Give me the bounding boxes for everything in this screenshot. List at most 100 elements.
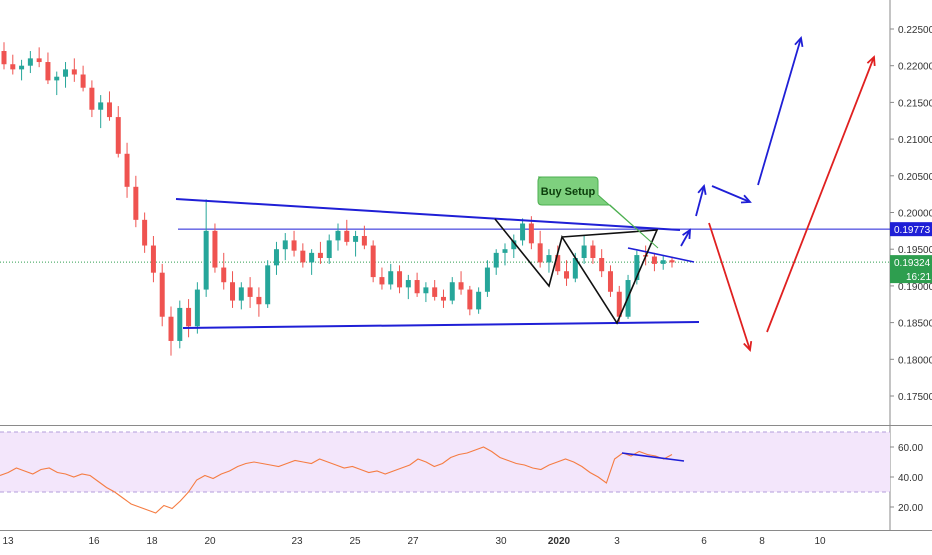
candle-down <box>669 260 675 263</box>
rsi-divergence-line <box>621 452 685 462</box>
candle-up <box>309 252 315 263</box>
candle-up <box>335 230 341 241</box>
price-tick-label: 0.17500 <box>898 392 932 403</box>
candle-down <box>397 271 403 288</box>
candle-up <box>63 69 69 77</box>
bullish-path-4 <box>757 37 802 186</box>
candle-up <box>405 280 411 288</box>
price-tick-label: 0.21000 <box>898 135 932 146</box>
candle-down <box>124 153 130 187</box>
candle-down <box>115 117 121 154</box>
candle-down <box>528 223 534 244</box>
candle-down <box>344 230 350 242</box>
candle-up <box>502 249 508 253</box>
candle-up <box>54 76 60 81</box>
candle-down <box>256 296 262 305</box>
minor-trendline <box>627 247 695 263</box>
candle-up <box>493 252 499 268</box>
candle-down <box>291 240 297 251</box>
time-tick-label: 6 <box>701 536 707 547</box>
candle-down <box>36 58 42 63</box>
candle-up <box>19 65 25 70</box>
candle-down <box>432 287 438 297</box>
price-tick-label: 0.18500 <box>898 319 932 330</box>
price-tick-label: 0.20000 <box>898 209 932 220</box>
candle-up <box>511 240 517 250</box>
rsi-tick-label: 40.00 <box>898 473 923 484</box>
buy-setup-callout <box>537 176 659 249</box>
triangle-lower-trendline <box>182 321 700 329</box>
price-tick-label: 0.22500 <box>898 25 932 36</box>
candle-up <box>282 240 288 250</box>
time-tick-label: 30 <box>495 536 507 547</box>
candle-down <box>89 87 95 110</box>
resistance-price-label: 0.19773 <box>894 225 931 236</box>
candle-up <box>520 223 526 241</box>
candle-up <box>660 260 666 264</box>
price-tick-label: 0.21500 <box>898 98 932 109</box>
candle-down <box>317 252 323 259</box>
candle-up <box>388 271 394 285</box>
bearish-path-1 <box>708 222 751 351</box>
candle-up <box>484 267 490 292</box>
time-tick-label: 20 <box>204 536 216 547</box>
candle-down <box>300 250 306 263</box>
time-tick-label: 10 <box>814 536 826 547</box>
bullish-arrowhead-2 <box>697 184 707 196</box>
bullish-path-3 <box>711 185 751 203</box>
price-tick-label: 0.20500 <box>898 172 932 183</box>
candle-up <box>581 245 587 259</box>
candle-up <box>476 291 482 310</box>
rsi-tick-label: 20.00 <box>898 503 923 514</box>
candle-down <box>651 256 657 264</box>
candle-up <box>449 282 455 301</box>
candle-down <box>142 219 148 246</box>
candle-up <box>546 255 552 263</box>
candle-down <box>458 282 464 290</box>
bullish-path-2 <box>695 185 705 217</box>
candle-up <box>273 249 279 266</box>
candle-down <box>555 255 561 272</box>
last-price-label: 0.19324 <box>894 258 931 269</box>
candle-up <box>634 255 640 281</box>
candle-down <box>607 271 613 292</box>
rsi-tick-label: 60.00 <box>898 443 923 454</box>
time-tick-label: 27 <box>407 536 419 547</box>
candle-down <box>1 51 7 65</box>
candle-down <box>467 289 473 310</box>
candle-down <box>168 316 174 341</box>
buy-setup-label: Buy Setup <box>541 186 596 198</box>
time-tick-label: 13 <box>2 536 14 547</box>
rebound-path <box>766 56 875 333</box>
candle-down <box>133 186 139 220</box>
candle-up <box>177 307 183 341</box>
candle-down <box>590 245 596 259</box>
candle-down <box>361 235 367 246</box>
candle-up <box>98 102 104 110</box>
candle-up <box>353 235 359 242</box>
harmonic-pattern <box>494 218 659 325</box>
time-tick-label: 18 <box>146 536 158 547</box>
bullish-path-1 <box>680 229 691 247</box>
candle-down <box>71 69 77 75</box>
candle-down <box>616 291 622 317</box>
price-tick-label: 0.19000 <box>898 282 932 293</box>
price-tick-label: 0.19500 <box>898 245 932 256</box>
price-tick-label: 0.22000 <box>898 62 932 73</box>
candle-down <box>159 272 165 317</box>
rsi-line <box>0 446 673 514</box>
candle-down <box>440 296 446 301</box>
candle-down <box>106 102 112 118</box>
candle-up <box>423 287 429 294</box>
candle-down <box>370 245 376 278</box>
candle-down <box>212 230 218 268</box>
candle-up <box>194 289 200 327</box>
time-tick-label: 8 <box>759 536 765 547</box>
candle-down <box>564 271 570 279</box>
candle-down <box>414 280 420 294</box>
candle-down <box>221 267 227 283</box>
time-tick-label: 23 <box>291 536 303 547</box>
candle-up <box>572 258 578 279</box>
candle-up <box>27 58 33 66</box>
